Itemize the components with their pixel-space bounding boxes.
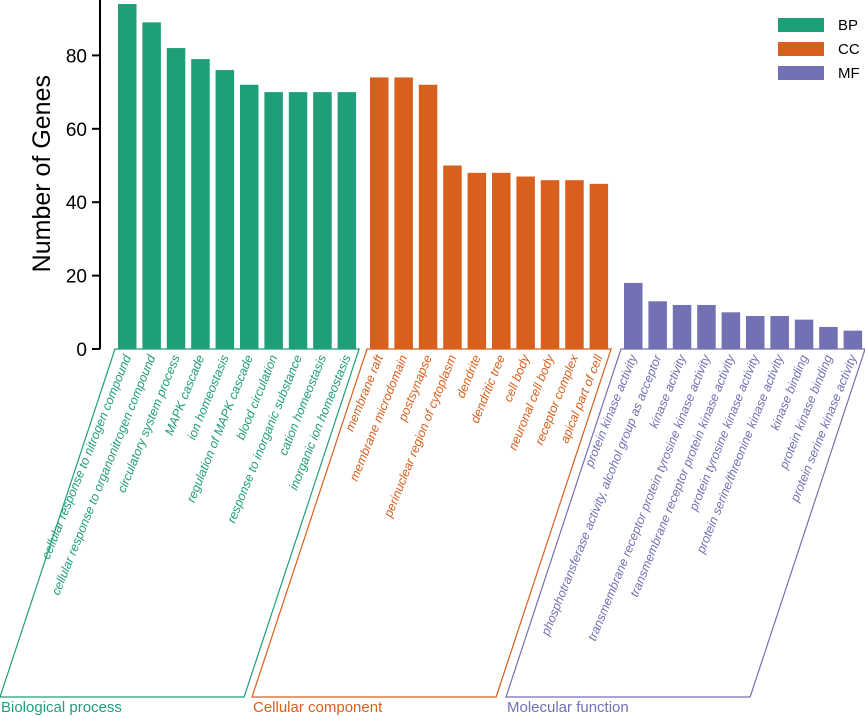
group-label-mf: Molecular function <box>507 699 629 716</box>
bar-cc-perinuclear-region-of-cytoplasm <box>443 165 462 349</box>
legend-swatch-bp <box>778 18 824 32</box>
axes: 0 20 40 60 80 Number of Genes <box>28 0 101 361</box>
bar-cc-dendrite <box>467 172 487 349</box>
bar-bp-inorganic-ion-homeostasis <box>337 92 357 349</box>
legend-swatch-cc <box>778 42 824 56</box>
bar-cc-postsynapse <box>418 84 438 349</box>
category-label: cellular response to organonitrogen comp… <box>49 352 159 597</box>
group-bracket-mf <box>505 348 865 698</box>
legend: BP CC MF <box>778 17 860 82</box>
legend-swatch-mf <box>778 66 824 80</box>
group-label-bp: Biological process <box>1 699 122 716</box>
bar-bp-blood-circulation <box>264 92 283 349</box>
bar-bp-cellular-response-to-nitrogen-compound <box>118 4 137 350</box>
bar-bp-response-to-inorganic-substance <box>288 92 308 349</box>
bar-mf-transmembrane-receptor-protein-kinase-activity <box>721 312 741 349</box>
bar-cc-receptor-complex <box>565 180 584 349</box>
bar-bp-cellular-response-to-organonitrogen-compound <box>142 22 161 350</box>
bar-mf-kinase-activity <box>672 304 692 349</box>
bar-cc-dendritic-tree <box>492 172 511 349</box>
y-axis-label: Number of Genes <box>28 75 56 272</box>
bars <box>118 4 863 350</box>
group-bracket-cc <box>251 348 612 698</box>
bar-mf-protein-tyrosine-kinase-activity <box>746 315 765 349</box>
bar-bp-cation-homeostasis <box>313 92 332 349</box>
category-labels: cellular response to nitrogen compoundce… <box>39 352 860 643</box>
bar-bp-circulatory-system-process <box>166 48 186 350</box>
bar-mf-protein-kinase-binding <box>819 326 838 349</box>
legend-label-bp: BP <box>838 17 858 34</box>
group-bracket-bp <box>0 348 360 698</box>
y-tick-label: 80 <box>66 46 87 67</box>
bar-bp-regulation-of-mapk-cascade <box>240 84 259 349</box>
bar-cc-membrane-raft <box>370 77 389 350</box>
y-tick-label: 0 <box>76 340 87 361</box>
bar-mf-transmembrane-receptor-protein-tyrosine-kinase-activity <box>697 304 716 349</box>
y-tick-label: 20 <box>66 267 87 288</box>
bar-bp-mapk-cascade <box>191 59 210 349</box>
bar-mf-protein-serine-threonine-kinase-activity <box>770 315 789 349</box>
group-label-cc: Cellular component <box>253 699 383 716</box>
bar-cc-cell-body <box>516 176 535 349</box>
y-tick-label: 40 <box>66 193 87 214</box>
bar-bp-ion-homeostasis <box>215 70 235 349</box>
legend-label-cc: CC <box>838 41 860 58</box>
bar-mf-phosphotransferase-activity-alcohol-group-as-acceptor <box>648 301 667 349</box>
group-brackets: Biological process Cellular component Mole… <box>0 348 865 716</box>
bar-cc-neuronal-cell-body <box>540 180 560 349</box>
bar-cc-membrane-microdomain <box>394 77 413 350</box>
y-tick-label: 60 <box>66 120 87 141</box>
bar-mf-protein-kinase-activity <box>624 282 643 349</box>
legend-label-mf: MF <box>838 65 860 82</box>
bar-cc-apical-part-of-cell <box>589 183 609 349</box>
bar-mf-kinase-binding <box>794 319 814 349</box>
bar-mf-protein-serine-kinase-activity <box>843 330 863 349</box>
